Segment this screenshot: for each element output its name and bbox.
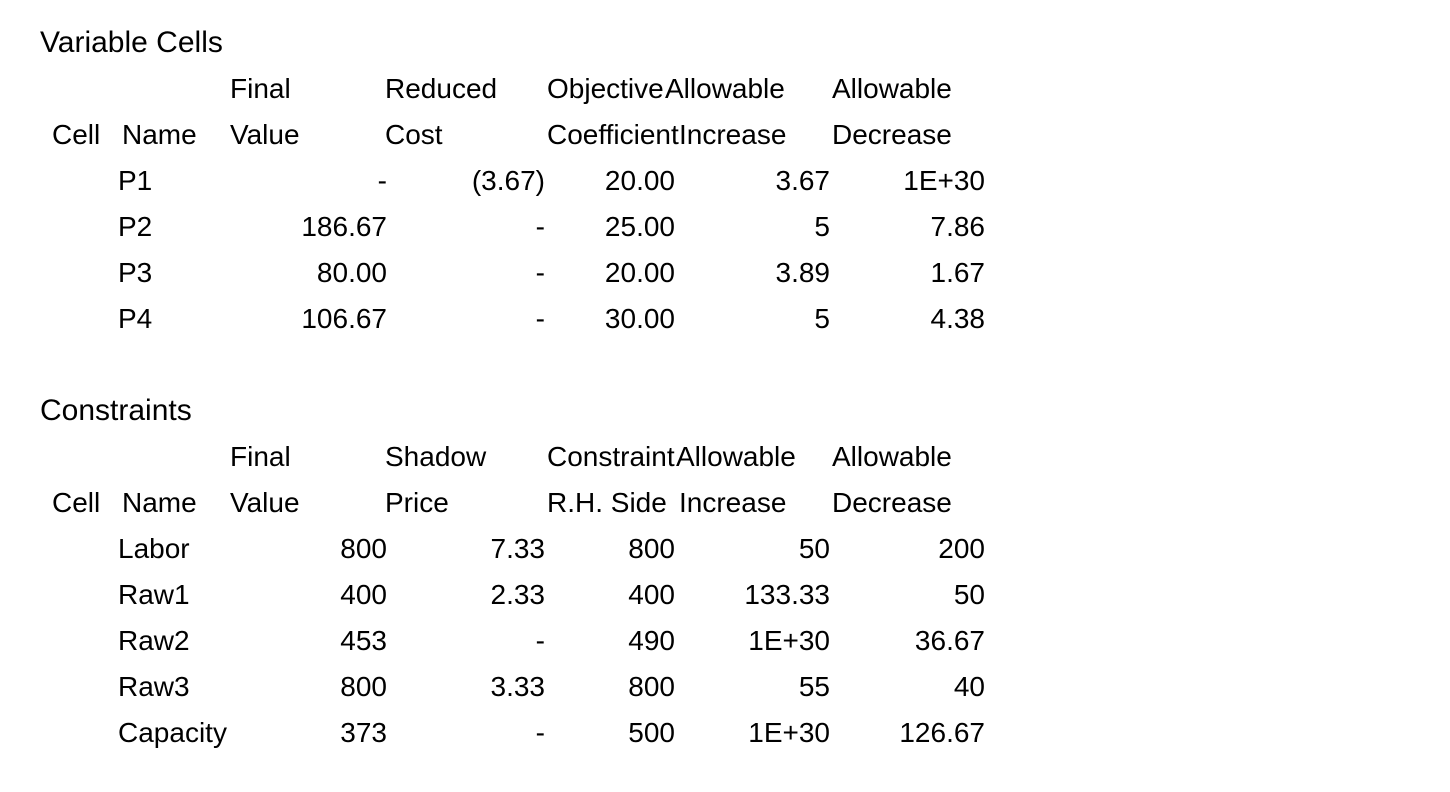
constraints-header-row-2: Cell Name Value Price R.H. Side Increase… (0, 480, 1450, 526)
cell-objective-coefficient: 20.00 (604, 165, 675, 196)
col-header-decrease: Decrease (832, 487, 952, 518)
cell-shadow-price: - (535, 717, 545, 748)
constraints-header-row-1: Final Shadow Constraint Allowable Allowa… (0, 434, 1450, 480)
cell-allowable-decrease: 1E+30 (903, 165, 985, 196)
col-header-decrease: Decrease (832, 119, 952, 150)
constraints-title: Constraints (40, 394, 192, 427)
cell-final-value: 453 (340, 625, 387, 656)
table-row: Capacity 373 - 500 1E+30 126.67 (0, 710, 1450, 756)
cell-allowable-increase: 1E+30 (748, 717, 830, 748)
variable-cells-title: Variable Cells (40, 26, 223, 59)
cell-name: Capacity (118, 717, 227, 748)
col-header-shadow: Shadow (385, 441, 487, 472)
cell-allowable-increase: 5 (814, 211, 830, 242)
cell-shadow-price: - (535, 625, 545, 656)
cell-allowable-decrease: 7.86 (930, 211, 986, 242)
col-header-increase: Increase (679, 119, 787, 150)
cell-reduced-cost: - (535, 257, 545, 288)
cell-final-value: 106.67 (301, 303, 387, 334)
col-header-rhs: R.H. Side (547, 487, 667, 518)
cell-name: Raw3 (118, 671, 190, 702)
cell-reduced-cost: - (535, 303, 545, 334)
table-row: P1 - (3.67) 20.00 3.67 1E+30 (0, 158, 1450, 204)
cell-name: Raw1 (118, 579, 190, 610)
cell-allowable-increase: 5 (814, 303, 830, 334)
cell-allowable-decrease: 36.67 (914, 625, 985, 656)
col-header-price: Price (385, 487, 449, 518)
cell-name: P4 (118, 303, 153, 334)
cell-final-value: 373 (340, 717, 387, 748)
cell-name: P2 (118, 211, 153, 242)
constraints-section-header: Constraints (0, 388, 1450, 434)
col-header-allowable-dec: Allowable (832, 73, 952, 104)
cell-allowable-increase: 50 (798, 533, 830, 564)
col-header-name: Name (122, 487, 197, 518)
cell-shadow-price: 7.33 (490, 533, 546, 564)
col-header-name: Name (122, 119, 197, 150)
cell-allowable-increase: 133.33 (744, 579, 830, 610)
cell-objective-coefficient: 20.00 (604, 257, 675, 288)
cell-rhs: 500 (628, 717, 675, 748)
cell-allowable-increase: 3.67 (775, 165, 831, 196)
variable-cells-section-header: Variable Cells (0, 20, 1450, 66)
table-row: Raw2 453 - 490 1E+30 36.67 (0, 618, 1450, 664)
col-header-final: Final (230, 441, 291, 472)
cell-final-value: - (377, 165, 387, 196)
cell-name: Labor (118, 533, 190, 564)
cell-final-value: 80.00 (316, 257, 387, 288)
cell-reduced-cost: - (535, 211, 545, 242)
cell-final-value: 800 (340, 533, 387, 564)
cell-rhs: 400 (628, 579, 675, 610)
cell-rhs: 490 (628, 625, 675, 656)
col-header-final: Final (230, 73, 291, 104)
col-header-reduced: Reduced (385, 73, 498, 104)
col-header-value: Value (230, 487, 300, 518)
col-header-cell: Cell (52, 119, 101, 150)
cell-reduced-cost: (3.67) (471, 165, 545, 196)
cell-shadow-price: 3.33 (490, 671, 546, 702)
cell-allowable-decrease: 50 (953, 579, 985, 610)
col-header-increase: Increase (679, 487, 787, 518)
cell-allowable-decrease: 126.67 (899, 717, 985, 748)
cell-allowable-decrease: 4.38 (930, 303, 986, 334)
col-header-cost: Cost (385, 119, 443, 150)
cell-objective-coefficient: 30.00 (604, 303, 675, 334)
cell-name: Raw2 (118, 625, 190, 656)
col-header-constraint: Constraint (547, 441, 675, 472)
cell-rhs: 800 (628, 533, 675, 564)
cell-allowable-increase: 3.89 (775, 257, 831, 288)
cell-name: P1 (118, 165, 153, 196)
cell-name: P3 (118, 257, 153, 288)
cell-final-value: 800 (340, 671, 387, 702)
variable-cells-header-row-1: Final Reduced Objective Allowable Allowa… (0, 66, 1450, 112)
table-row: Raw3 800 3.33 800 55 40 (0, 664, 1450, 710)
cell-allowable-increase: 55 (798, 671, 830, 702)
cell-allowable-decrease: 200 (938, 533, 985, 564)
cell-rhs: 800 (628, 671, 675, 702)
col-header-allowable-inc: Allowable (665, 73, 785, 104)
col-header-value: Value (230, 119, 300, 150)
cell-final-value: 186.67 (301, 211, 387, 242)
col-header-coefficient: Coefficient (547, 119, 679, 150)
table-row: Raw1 400 2.33 400 133.33 50 (0, 572, 1450, 618)
col-header-cell: Cell (52, 487, 101, 518)
col-header-allowable-dec: Allowable (832, 441, 952, 472)
col-header-objective: Objective (547, 73, 664, 104)
table-row: P3 80.00 - 20.00 3.89 1.67 (0, 250, 1450, 296)
cell-allowable-increase: 1E+30 (748, 625, 830, 656)
table-row: Labor 800 7.33 800 50 200 (0, 526, 1450, 572)
cell-allowable-decrease: 40 (953, 671, 985, 702)
table-row: P4 106.67 - 30.00 5 4.38 (0, 296, 1450, 342)
table-row: P2 186.67 - 25.00 5 7.86 (0, 204, 1450, 250)
cell-objective-coefficient: 25.00 (604, 211, 675, 242)
col-header-allowable-inc: Allowable (676, 441, 796, 472)
variable-cells-header-row-2: Cell Name Value Cost Coefficient Increas… (0, 112, 1450, 158)
cell-final-value: 400 (340, 579, 387, 610)
cell-shadow-price: 2.33 (490, 579, 546, 610)
cell-allowable-decrease: 1.67 (930, 257, 986, 288)
